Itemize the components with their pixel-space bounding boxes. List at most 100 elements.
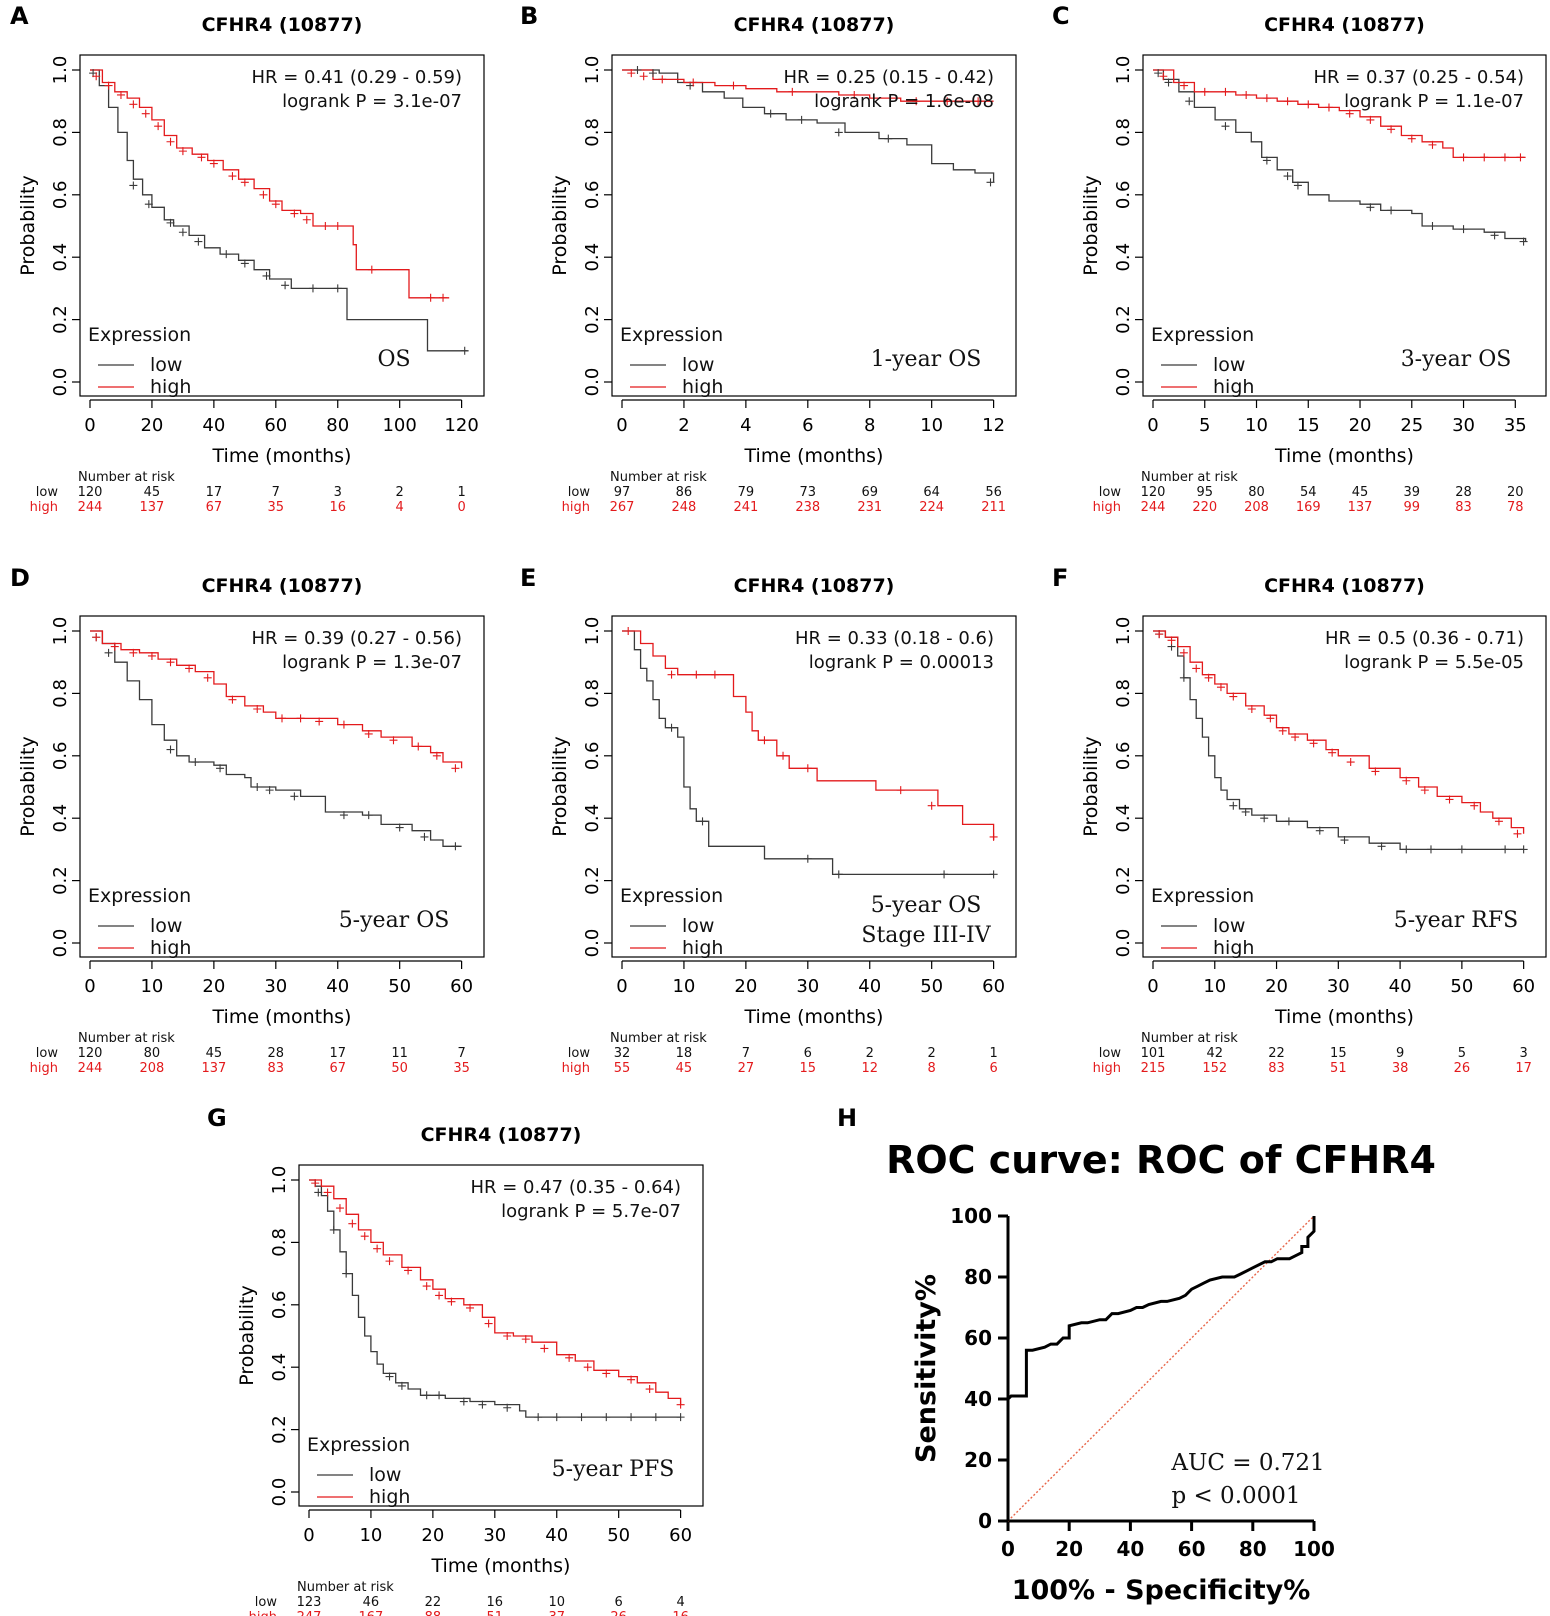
low-censor-mark xyxy=(144,200,153,209)
low-censor-mark xyxy=(1262,156,1271,165)
legend-high-label: high xyxy=(1213,937,1254,959)
legend-title: Expression xyxy=(88,885,191,907)
high-censor-mark xyxy=(311,1179,320,1188)
low-censor-mark xyxy=(191,758,200,767)
low-survival-curve xyxy=(90,69,468,352)
high-censor-mark xyxy=(1445,795,1454,804)
x-tick-label: 4 xyxy=(740,415,751,436)
x-tick-label: 30 xyxy=(1452,415,1475,436)
low-survival-curve xyxy=(1153,69,1527,242)
low-survival-curve xyxy=(622,69,995,183)
high-censor-mark xyxy=(1155,630,1164,639)
legend-title: Expression xyxy=(620,324,723,346)
high-censor-mark xyxy=(974,97,983,106)
x-tick-label: 0 xyxy=(303,1525,314,1546)
x-tick-label: 0 xyxy=(1147,415,1158,436)
high-censor-mark xyxy=(439,293,448,302)
high-censor-mark xyxy=(1159,72,1168,81)
high-censor-mark xyxy=(364,729,373,738)
x-tick-label: 20 xyxy=(421,1525,444,1546)
legend-high-label: high xyxy=(369,1486,410,1508)
analysis-label: 3-year OS xyxy=(1401,347,1512,372)
low-censor-mark xyxy=(803,854,812,863)
low-censor-mark xyxy=(1519,845,1528,854)
y-tick-label: 1.0 xyxy=(582,617,603,646)
high-censor-mark xyxy=(896,786,905,795)
x-tick-label: 80 xyxy=(326,415,349,436)
low-censor-mark xyxy=(989,870,998,879)
high-censor-mark xyxy=(333,222,342,230)
low-censor-mark xyxy=(1426,845,1435,854)
low-censor-mark xyxy=(478,1400,487,1409)
high-survival-curve xyxy=(90,69,450,299)
low-censor-mark xyxy=(627,1413,636,1422)
high-censor-mark xyxy=(645,1385,654,1394)
high-censor-mark xyxy=(290,209,299,218)
risk-low-count: 4 xyxy=(676,1595,684,1610)
low-censor-mark xyxy=(534,1413,543,1422)
low-censor-mark xyxy=(1185,97,1194,106)
high-censor-mark xyxy=(1278,726,1287,735)
high-censor-mark xyxy=(203,673,212,682)
high-censor-mark xyxy=(321,222,330,230)
low-censor-mark xyxy=(1241,807,1250,816)
roc-x-axis-label: 100% - Specificity% xyxy=(1012,1575,1311,1606)
hr-annotation: HR = 0.37 (0.25 - 0.54) xyxy=(1313,67,1524,88)
risk-low-count: 1 xyxy=(457,485,465,500)
analysis-label: 5-year PFS xyxy=(552,1457,675,1482)
km-panel-a: A CFHR4 (10877) 0.0 0.2 0.4 0.6 0.8 1.0 Probabil… xyxy=(10,2,485,515)
y-tick-label: 0.2 xyxy=(50,866,71,895)
high-censor-mark xyxy=(197,153,206,162)
roc-x-tick-label: 100 xyxy=(1293,1537,1335,1561)
high-censor-mark xyxy=(667,670,676,679)
y-tick-label: 1.0 xyxy=(582,56,603,85)
risk-high-count: 169 xyxy=(1296,500,1321,515)
high-censor-mark xyxy=(710,670,719,679)
x-tick-label: 60 xyxy=(1512,976,1535,997)
legend-low-label: low xyxy=(1213,354,1245,376)
risk-low-count: 3 xyxy=(1520,1046,1528,1061)
legend-high-label: high xyxy=(150,376,191,398)
roc-y-tick-label: 100 xyxy=(950,1204,992,1228)
risk-high-count: 37 xyxy=(548,1610,565,1616)
risk-low-count: 80 xyxy=(1248,485,1265,500)
low-censor-mark xyxy=(397,1381,406,1390)
panel-letter: B xyxy=(520,2,538,30)
y-tick-label: 0.2 xyxy=(582,305,603,334)
high-censor-mark xyxy=(302,215,311,224)
y-tick-label: 0.2 xyxy=(1113,305,1134,334)
high-censor-mark xyxy=(1346,758,1355,767)
high-censor-mark xyxy=(1179,648,1188,657)
risk-high-count: 137 xyxy=(140,500,165,515)
high-censor-mark xyxy=(209,159,218,168)
high-censor-mark xyxy=(141,109,150,118)
x-axis-label: Time (months) xyxy=(744,445,884,467)
y-tick-label: 0.0 xyxy=(582,929,603,958)
roc-p-annotation: p < 0.0001 xyxy=(1171,1483,1300,1509)
low-censor-mark xyxy=(329,1225,338,1234)
low-censor-mark xyxy=(651,1413,660,1422)
y-tick-label: 0.8 xyxy=(50,679,71,708)
analysis-label: 5-year RFS xyxy=(1394,908,1518,933)
risk-low-count: 28 xyxy=(268,1046,285,1061)
risk-high-count: 83 xyxy=(1268,1061,1285,1076)
risk-low-count: 6 xyxy=(615,1595,623,1610)
plot-frame xyxy=(298,1164,704,1507)
x-tick-label: 20 xyxy=(140,415,163,436)
low-censor-mark xyxy=(290,792,299,801)
x-tick-label: 2 xyxy=(678,415,689,436)
panel-letter: F xyxy=(1052,564,1068,592)
plot-frame xyxy=(611,615,1017,958)
risk-low-count: 120 xyxy=(78,485,103,500)
low-censor-mark xyxy=(1293,181,1302,190)
low-censor-mark xyxy=(1221,122,1230,131)
high-censor-mark xyxy=(565,1353,574,1362)
high-censor-mark xyxy=(1366,115,1375,124)
x-tick-label: 50 xyxy=(388,976,411,997)
low-censor-mark xyxy=(451,842,460,851)
x-tick-label: 100 xyxy=(382,415,416,436)
high-censor-mark xyxy=(1345,109,1354,118)
low-survival-curve xyxy=(90,630,462,847)
roc-x-tick-label: 0 xyxy=(1001,1537,1015,1561)
high-censor-mark xyxy=(627,1375,636,1384)
